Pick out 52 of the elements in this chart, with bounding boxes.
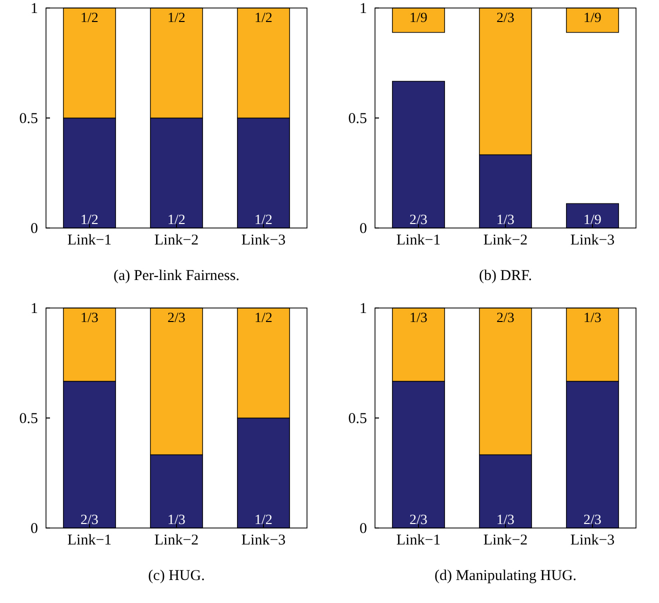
- x-tick-label: Link−2: [154, 232, 199, 249]
- data-label: 1/2: [254, 213, 272, 228]
- data-label: 1/2: [80, 213, 98, 228]
- x-tick-label: Link−1: [396, 232, 441, 249]
- data-label: 2/3: [410, 513, 428, 528]
- y-tick-label: 0: [30, 520, 38, 537]
- data-label: 2/3: [168, 311, 186, 326]
- data-label: 1/9: [584, 11, 602, 26]
- y-tick-label: 0.5: [19, 110, 38, 127]
- y-tick-label: 0: [360, 520, 367, 537]
- y-tick-label: 0.5: [348, 410, 367, 427]
- text: (b) DRF.: [479, 268, 532, 284]
- data-label: 1/2: [254, 11, 272, 26]
- y-tick-label: 1: [30, 0, 38, 17]
- data-label: 1/2: [80, 11, 98, 26]
- data-label: 1/3: [584, 311, 602, 326]
- data-label: 2/3: [584, 513, 602, 528]
- data-label: 1/2: [254, 311, 272, 326]
- x-tick-label: Link−2: [483, 232, 528, 249]
- data-label: 1/3: [80, 311, 98, 326]
- text: (d) Manipulating HUG.: [434, 568, 577, 584]
- x-tick-label: Link−1: [67, 232, 112, 249]
- y-tick-label: 0: [30, 220, 38, 237]
- data-label: 2/3: [496, 311, 514, 326]
- x-tick-label: Link−3: [570, 232, 615, 249]
- x-tick-label: Link−3: [241, 232, 286, 249]
- data-label: 1/3: [496, 513, 514, 528]
- data-label: 1/9: [584, 213, 602, 228]
- y-tick-label: 1: [360, 0, 367, 17]
- y-tick-label: 0.5: [348, 110, 367, 127]
- x-tick-label: Link−1: [67, 532, 112, 549]
- text: (c) HUG.: [148, 568, 205, 584]
- x-tick-label: Link−1: [396, 532, 441, 549]
- data-label: 1/3: [410, 311, 428, 326]
- data-label: 2/3: [496, 11, 514, 26]
- data-label: 1/2: [168, 11, 186, 26]
- y-tick-label: 0.5: [19, 410, 38, 427]
- x-tick-label: Link−2: [154, 532, 199, 549]
- y-tick-label: 0: [360, 220, 367, 237]
- data-label: 2/3: [410, 213, 428, 228]
- y-tick-label: 1: [30, 300, 38, 317]
- data-label: 1/2: [168, 213, 186, 228]
- data-label: 2/3: [80, 513, 98, 528]
- data-label: 1/3: [496, 213, 514, 228]
- x-tick-label: Link−3: [241, 532, 286, 549]
- y-tick-label: 1: [360, 300, 367, 317]
- data-label: 1/3: [168, 513, 186, 528]
- x-tick-label: Link−2: [483, 532, 528, 549]
- data-label: 1/9: [410, 11, 428, 26]
- text: (a) Per-link Fairness.: [114, 268, 240, 284]
- x-tick-label: Link−3: [570, 532, 615, 549]
- data-label: 1/2: [254, 513, 272, 528]
